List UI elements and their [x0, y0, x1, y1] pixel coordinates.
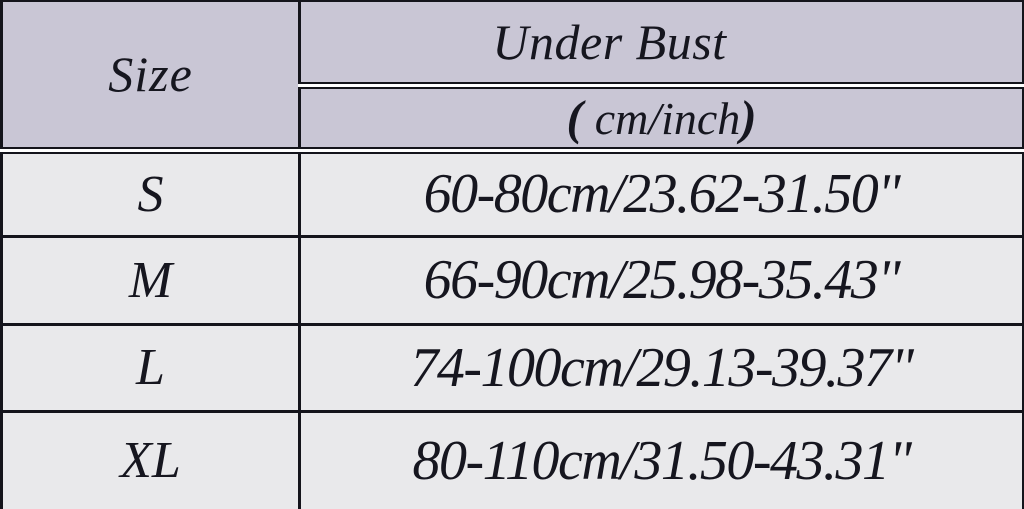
- open-paren: (: [566, 90, 583, 145]
- table-row: XL 80-110cm/31.50-43.31": [1, 409, 1023, 509]
- range-value: 66-90cm/25.98-35.43": [298, 234, 1023, 324]
- close-paren: ): [740, 90, 757, 145]
- table-row: L 74-100cm/29.13-39.37": [1, 322, 1023, 411]
- size-value: XL: [1, 409, 300, 509]
- unit-label: cm/inch: [594, 92, 741, 144]
- under-bust-header: Under Bust: [298, 1, 1023, 89]
- size-column-header: Size: [1, 1, 300, 154]
- size-value: M: [1, 234, 300, 324]
- range-value: 60-80cm/23.62-31.50": [298, 150, 1023, 236]
- table-row: S 60-80cm/23.62-31.50": [1, 150, 1023, 236]
- range-value: 80-110cm/31.50-43.31": [298, 409, 1023, 509]
- table-row: M 66-90cm/25.98-35.43": [1, 234, 1023, 324]
- size-value: L: [1, 322, 300, 411]
- unit-header: (cm/inch): [298, 85, 1023, 154]
- range-value: 74-100cm/29.13-39.37": [298, 322, 1023, 411]
- size-value: S: [1, 150, 300, 236]
